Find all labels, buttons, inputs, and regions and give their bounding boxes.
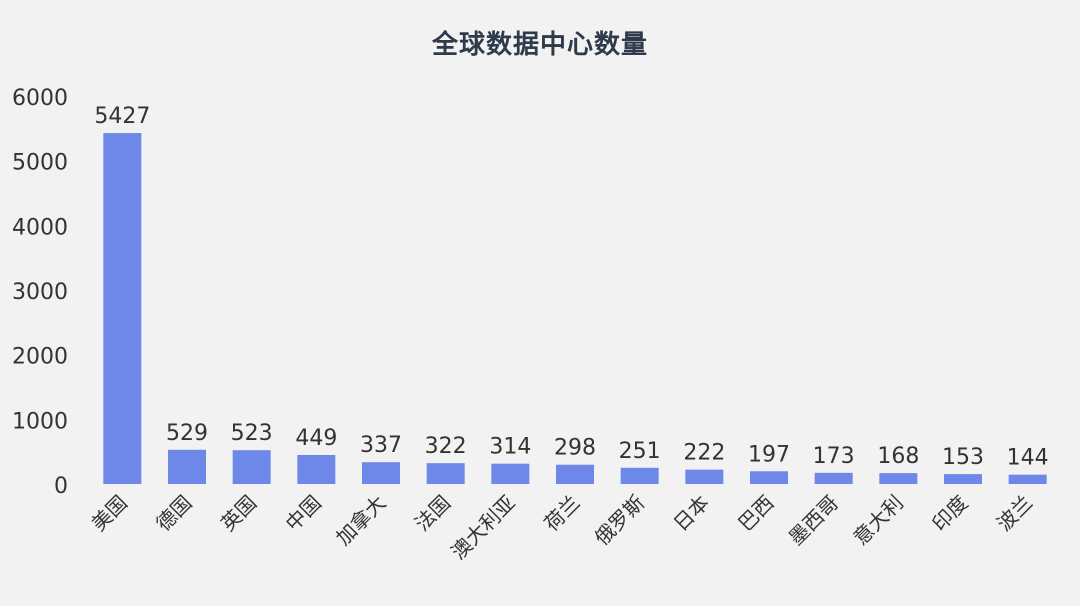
x-category-label: 意大利 — [848, 491, 907, 550]
bar — [426, 463, 465, 484]
bar — [685, 469, 724, 484]
bar-value-label: 251 — [619, 439, 661, 464]
x-category-label: 荷兰 — [539, 491, 584, 536]
bar-value-label: 168 — [877, 444, 919, 469]
bar-value-label: 5427 — [94, 104, 150, 129]
bar — [297, 454, 336, 484]
bar — [556, 464, 594, 484]
x-category-label: 美国 — [87, 491, 132, 536]
data-labels-group: 5427 529 523 449 337 322 314 298 251 222 197 173 168… — [94, 104, 1048, 471]
x-category-label: 日本 — [669, 491, 714, 536]
bar — [103, 133, 142, 484]
x-category-label: 澳大利亚 — [446, 491, 520, 565]
chart-title: 全球数据中心数量 — [431, 30, 648, 60]
bar — [1008, 474, 1047, 484]
bars-group — [103, 133, 1047, 484]
y-tick-label: 5000 — [12, 151, 68, 176]
bar — [944, 474, 982, 484]
bar-value-label: 173 — [813, 444, 855, 469]
bar-value-label: 197 — [748, 442, 790, 467]
x-category-label: 波兰 — [992, 491, 1037, 536]
bar-value-label: 314 — [489, 435, 531, 460]
bar — [491, 463, 530, 484]
bar — [879, 473, 918, 484]
bar — [232, 450, 271, 484]
bar — [620, 467, 659, 484]
bar-value-label: 529 — [166, 421, 208, 446]
bar-value-label: 523 — [231, 421, 273, 446]
bar-value-label: 298 — [554, 436, 596, 461]
bar-value-label: 153 — [942, 445, 984, 470]
x-category-label: 印度 — [927, 491, 972, 536]
y-tick-label: 1000 — [12, 409, 68, 434]
x-category-label: 法国 — [410, 491, 455, 536]
x-category-label: 墨西哥 — [784, 491, 843, 550]
bar-value-label: 322 — [425, 434, 467, 459]
bar — [168, 449, 206, 484]
bar-value-label: 222 — [683, 441, 725, 466]
y-tick-label: 3000 — [12, 280, 68, 305]
bar — [814, 472, 853, 484]
x-category-label: 中国 — [281, 491, 326, 536]
y-tick-label: 2000 — [12, 345, 68, 370]
bar — [362, 462, 400, 484]
x-category-label: 英国 — [216, 491, 261, 536]
y-tick-label: 6000 — [12, 86, 68, 111]
x-category-label: 俄罗斯 — [590, 491, 649, 550]
bar-value-label: 144 — [1007, 446, 1049, 471]
y-tick-label: 0 — [54, 474, 68, 499]
x-category-label: 加拿大 — [331, 491, 390, 550]
x-category-label: 德国 — [151, 491, 196, 536]
y-tick-label: 4000 — [12, 215, 68, 240]
bar-value-label: 449 — [295, 426, 337, 451]
x-category-label: 巴西 — [733, 491, 778, 536]
y-axis: 0 1000 2000 3000 4000 5000 6000 — [12, 86, 68, 499]
bar-value-label: 337 — [360, 433, 402, 458]
bar — [750, 471, 788, 484]
